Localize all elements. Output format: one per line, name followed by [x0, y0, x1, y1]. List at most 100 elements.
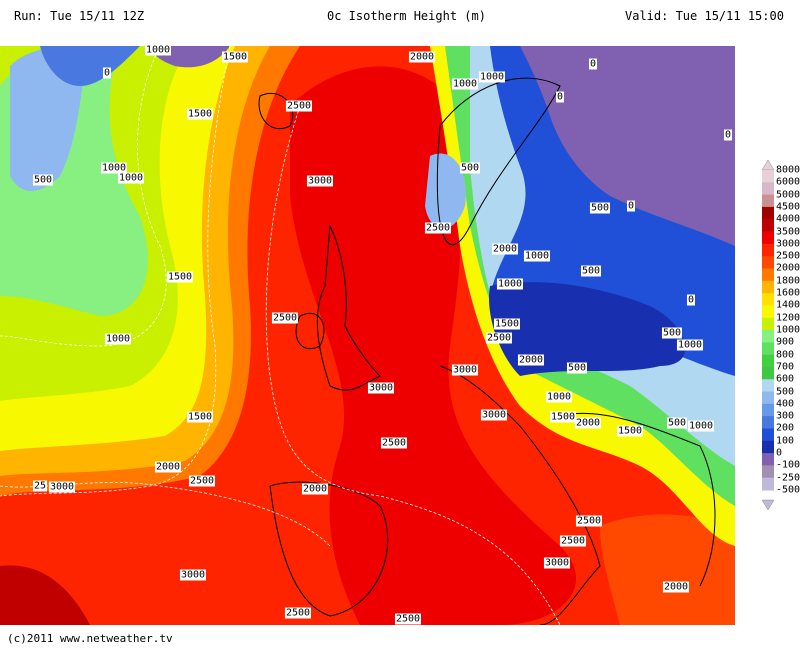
- legend-bottom-arrow: [762, 499, 774, 510]
- darkred-core: [290, 66, 577, 625]
- contour-label: 2500: [188, 475, 216, 487]
- legend-label: 900: [776, 336, 795, 348]
- contour-label: 0: [686, 294, 696, 306]
- legend-label: 200: [776, 422, 795, 434]
- contour-label: 1000: [676, 339, 704, 351]
- contour-label: 3000: [480, 409, 508, 421]
- contour-label: 2000: [517, 354, 545, 366]
- chart-title: 0c Isotherm Height (m): [327, 9, 486, 23]
- legend-label: 500: [776, 386, 795, 398]
- contour-label: 2500: [424, 222, 452, 234]
- legend-band: [762, 206, 774, 220]
- contour-label: 3000: [48, 481, 76, 493]
- blue-central-europe: [489, 282, 686, 376]
- run-label: Run: Tue 15/11 12Z: [14, 9, 145, 23]
- legend-band: [762, 366, 774, 380]
- legend-label: 300: [776, 410, 795, 422]
- legend-label: 600: [776, 373, 795, 385]
- legend-band: [762, 453, 774, 466]
- contour-label: 0: [723, 129, 733, 141]
- legend-label: 4500: [776, 201, 800, 213]
- legend-label: 1400: [776, 299, 800, 311]
- legend-band: [762, 379, 774, 393]
- legend-band: [762, 305, 774, 319]
- contour-label: 2500: [380, 437, 408, 449]
- legend-band: [762, 354, 774, 368]
- contour-label: 1000: [478, 71, 506, 83]
- legend-band: [762, 194, 774, 208]
- legend-band: [762, 231, 774, 245]
- contour-label: 500: [661, 327, 683, 339]
- contour-label: 2000: [408, 51, 436, 63]
- contour-label: 1000: [496, 278, 524, 290]
- legend-band: [762, 170, 774, 183]
- legend-band: [762, 293, 774, 306]
- contour-label: 500: [566, 362, 588, 374]
- contour-label: 2500: [285, 100, 313, 112]
- legend-top-arrow: [762, 160, 774, 171]
- contour-label: 3000: [451, 364, 479, 376]
- contour-label: 1500: [186, 108, 214, 120]
- legend-band: [762, 391, 774, 405]
- legend-label: 2000: [776, 262, 800, 274]
- legend-label: 400: [776, 398, 795, 410]
- legend-band: [762, 243, 774, 257]
- contour-label: 3000: [306, 175, 334, 187]
- legend-band: [762, 403, 774, 417]
- contour-label: 1000: [144, 44, 172, 56]
- contour-label: 25: [32, 480, 48, 492]
- contour-label: 2000: [662, 581, 690, 593]
- legend-label: 6000: [776, 176, 800, 188]
- legend-band: [762, 465, 774, 479]
- legend-label: 2500: [776, 250, 800, 262]
- contour-label: 2000: [301, 483, 329, 495]
- legend-label: 1000: [776, 324, 800, 336]
- contour-label: 3000: [367, 382, 395, 394]
- legend-label: 700: [776, 361, 795, 373]
- contour-label: 1500: [493, 318, 521, 330]
- contour-label: 2500: [485, 332, 513, 344]
- legend-band: [762, 317, 774, 331]
- legend-band: [762, 280, 774, 294]
- contour-label: 1500: [221, 51, 249, 63]
- legend-band: [762, 477, 774, 491]
- valid-label: Valid: Tue 15/11 15:00: [625, 9, 784, 23]
- contour-label: 2500: [284, 607, 312, 619]
- darkred-southwest: [0, 565, 90, 625]
- contour-label: 2000: [574, 417, 602, 429]
- contour-label: 2000: [154, 461, 182, 473]
- contour-label: 500: [459, 162, 481, 174]
- contour-label: 2500: [271, 312, 299, 324]
- contour-label: 500: [580, 265, 602, 277]
- legend-label: 1200: [776, 312, 800, 324]
- contour-label: 1500: [166, 271, 194, 283]
- legend-label: 800: [776, 349, 795, 361]
- contour-label: 2500: [394, 613, 422, 625]
- contour-label: 1000: [451, 78, 479, 90]
- legend-label: 4000: [776, 213, 800, 225]
- contour-label: 1500: [186, 411, 214, 423]
- legend-label: 100: [776, 435, 795, 447]
- blue-band: [40, 46, 140, 86]
- contour-lines: [0, 46, 561, 625]
- legend-label: 3500: [776, 226, 800, 238]
- purple-russia: [520, 46, 735, 246]
- legend-band: [762, 219, 774, 233]
- contour-label: 1000: [100, 162, 128, 174]
- contour-label: 1000: [545, 391, 573, 403]
- contour-label: 3000: [179, 569, 207, 581]
- legend-label: -250: [776, 472, 800, 484]
- contour-label: 1000: [117, 172, 145, 184]
- contour-label: 2000: [491, 243, 519, 255]
- contour-label: 0: [588, 58, 598, 70]
- contour-label: 1000: [687, 420, 715, 432]
- contour-label: 2500: [575, 515, 603, 527]
- legend-band: [762, 268, 774, 282]
- legend-label: -500: [776, 484, 800, 496]
- legend-band: [762, 428, 774, 442]
- contour-label: 2500: [559, 535, 587, 547]
- contour-label: 0: [555, 91, 565, 103]
- legend-band: [762, 256, 774, 269]
- contour-label: 500: [32, 174, 54, 186]
- contour-label: 1000: [523, 250, 551, 262]
